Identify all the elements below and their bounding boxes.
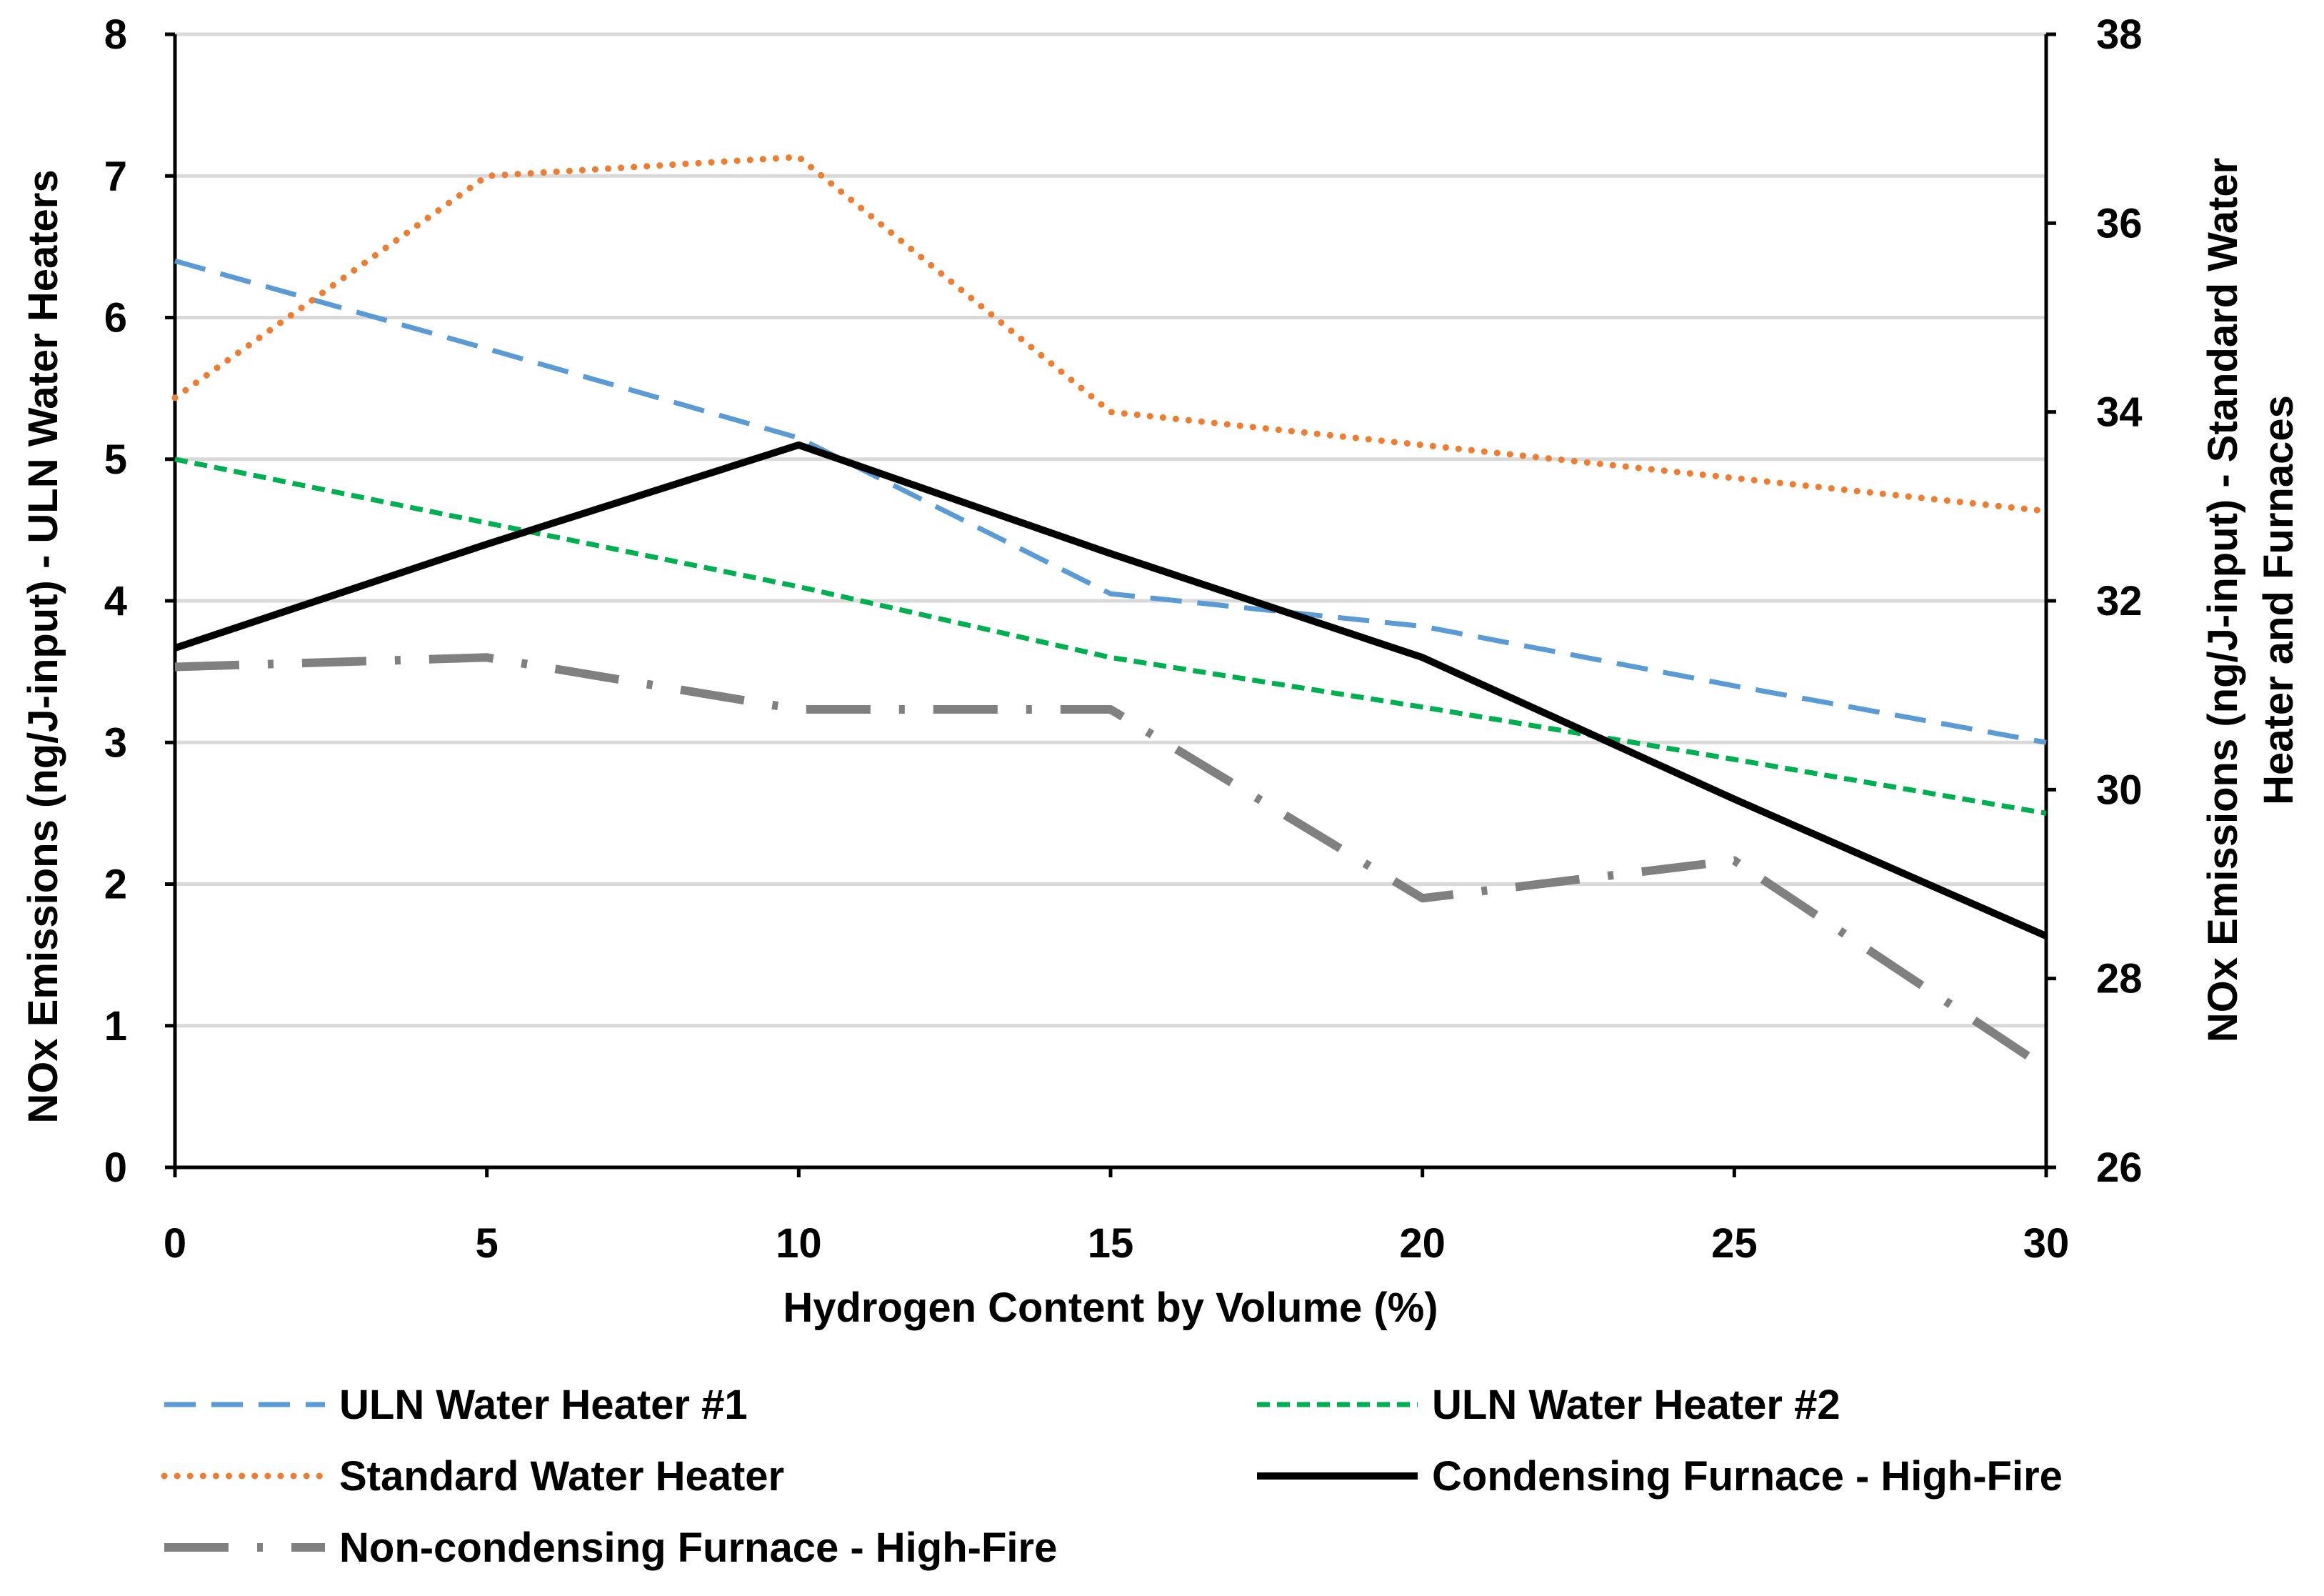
left-y-tick-label: 0 bbox=[104, 1144, 127, 1191]
x-tick-label: 10 bbox=[776, 1220, 822, 1267]
gridlines bbox=[175, 32, 2046, 1028]
legend-label-condensing-furnace-high-fire: Condensing Furnace - High-Fire bbox=[1432, 1453, 2063, 1500]
series-line-non-condensing-furnace-high-fire bbox=[174, 653, 2049, 1072]
series-line-condensing-furnace-high-fire bbox=[174, 441, 2048, 939]
series-line-uln-water-heater-1 bbox=[174, 258, 2047, 745]
left-y-tick-label: 5 bbox=[104, 437, 127, 483]
legend-label-standard-water-heater: Standard Water Heater bbox=[339, 1453, 784, 1500]
left-y-tick-label: 6 bbox=[104, 295, 127, 341]
data-point-standard-water-heater bbox=[1733, 477, 1735, 479]
data-point-uln-water-heater-2 bbox=[798, 586, 799, 587]
legend: ULN Water Heater #1 ULN Water Heater #2 St… bbox=[161, 1382, 2063, 1571]
left-y-tick-label: 7 bbox=[104, 153, 127, 199]
x-tick-label: 25 bbox=[1711, 1220, 1758, 1267]
legend-label-uln-water-heater-2: ULN Water Heater #2 bbox=[1432, 1382, 1840, 1428]
data-point-uln-water-heater-2 bbox=[1110, 657, 1111, 658]
data-point-uln-water-heater-1 bbox=[486, 348, 488, 349]
data-point-uln-water-heater-1 bbox=[798, 437, 799, 439]
x-tick-label: 0 bbox=[164, 1220, 186, 1267]
left-y-tick-label: 4 bbox=[104, 578, 127, 624]
x-tick-label: 20 bbox=[1399, 1220, 1446, 1267]
axes bbox=[165, 32, 2056, 1177]
left-y-tick-label: 2 bbox=[104, 862, 127, 908]
series-lines bbox=[171, 154, 2050, 1072]
right-y-tick-label: 34 bbox=[2096, 389, 2143, 436]
right-y-tick-label: 28 bbox=[2096, 956, 2143, 1002]
series-line-uln-water-heater-2 bbox=[174, 457, 2047, 816]
right-y-tick-label: 36 bbox=[2096, 200, 2143, 246]
right-y-tick-label: 32 bbox=[2096, 578, 2143, 624]
left-y-tick-label: 8 bbox=[104, 11, 127, 58]
legend-label-non-condensing-furnace-high-fire: Non-condensing Furnace - High-Fire bbox=[339, 1525, 1057, 1571]
left-y-tick-label: 1 bbox=[104, 1003, 127, 1049]
right-y-tick-label: 38 bbox=[2096, 11, 2143, 58]
data-point-uln-water-heater-2 bbox=[486, 522, 488, 524]
right-y-axis-title-line2: Heater and Furnaces bbox=[2255, 395, 2302, 805]
right-y-tick-label: 26 bbox=[2096, 1144, 2143, 1191]
legend-label-uln-water-heater-1: ULN Water Heater #1 bbox=[339, 1382, 748, 1428]
series-line-standard-water-heater bbox=[171, 154, 2050, 514]
x-axis-title: Hydrogen Content by Volume (%) bbox=[783, 1285, 1438, 1331]
right-y-axis-title-line1: NOx Emissions (ng/J-input) - Standard Wa… bbox=[2200, 158, 2246, 1043]
data-point-non-condensing-furnace-high-fire bbox=[798, 709, 799, 710]
right-y-tick-label: 30 bbox=[2096, 767, 2143, 813]
data-point-uln-water-heater-1 bbox=[1422, 626, 1423, 627]
x-tick-label: 15 bbox=[1088, 1220, 1134, 1267]
x-tick-label: 5 bbox=[476, 1220, 499, 1267]
x-tick-label: 30 bbox=[2023, 1220, 2070, 1267]
left-y-tick-label: 3 bbox=[104, 719, 127, 766]
left-y-axis-title: NOx Emissions (ng/J-input) - ULN Water H… bbox=[20, 169, 66, 1123]
